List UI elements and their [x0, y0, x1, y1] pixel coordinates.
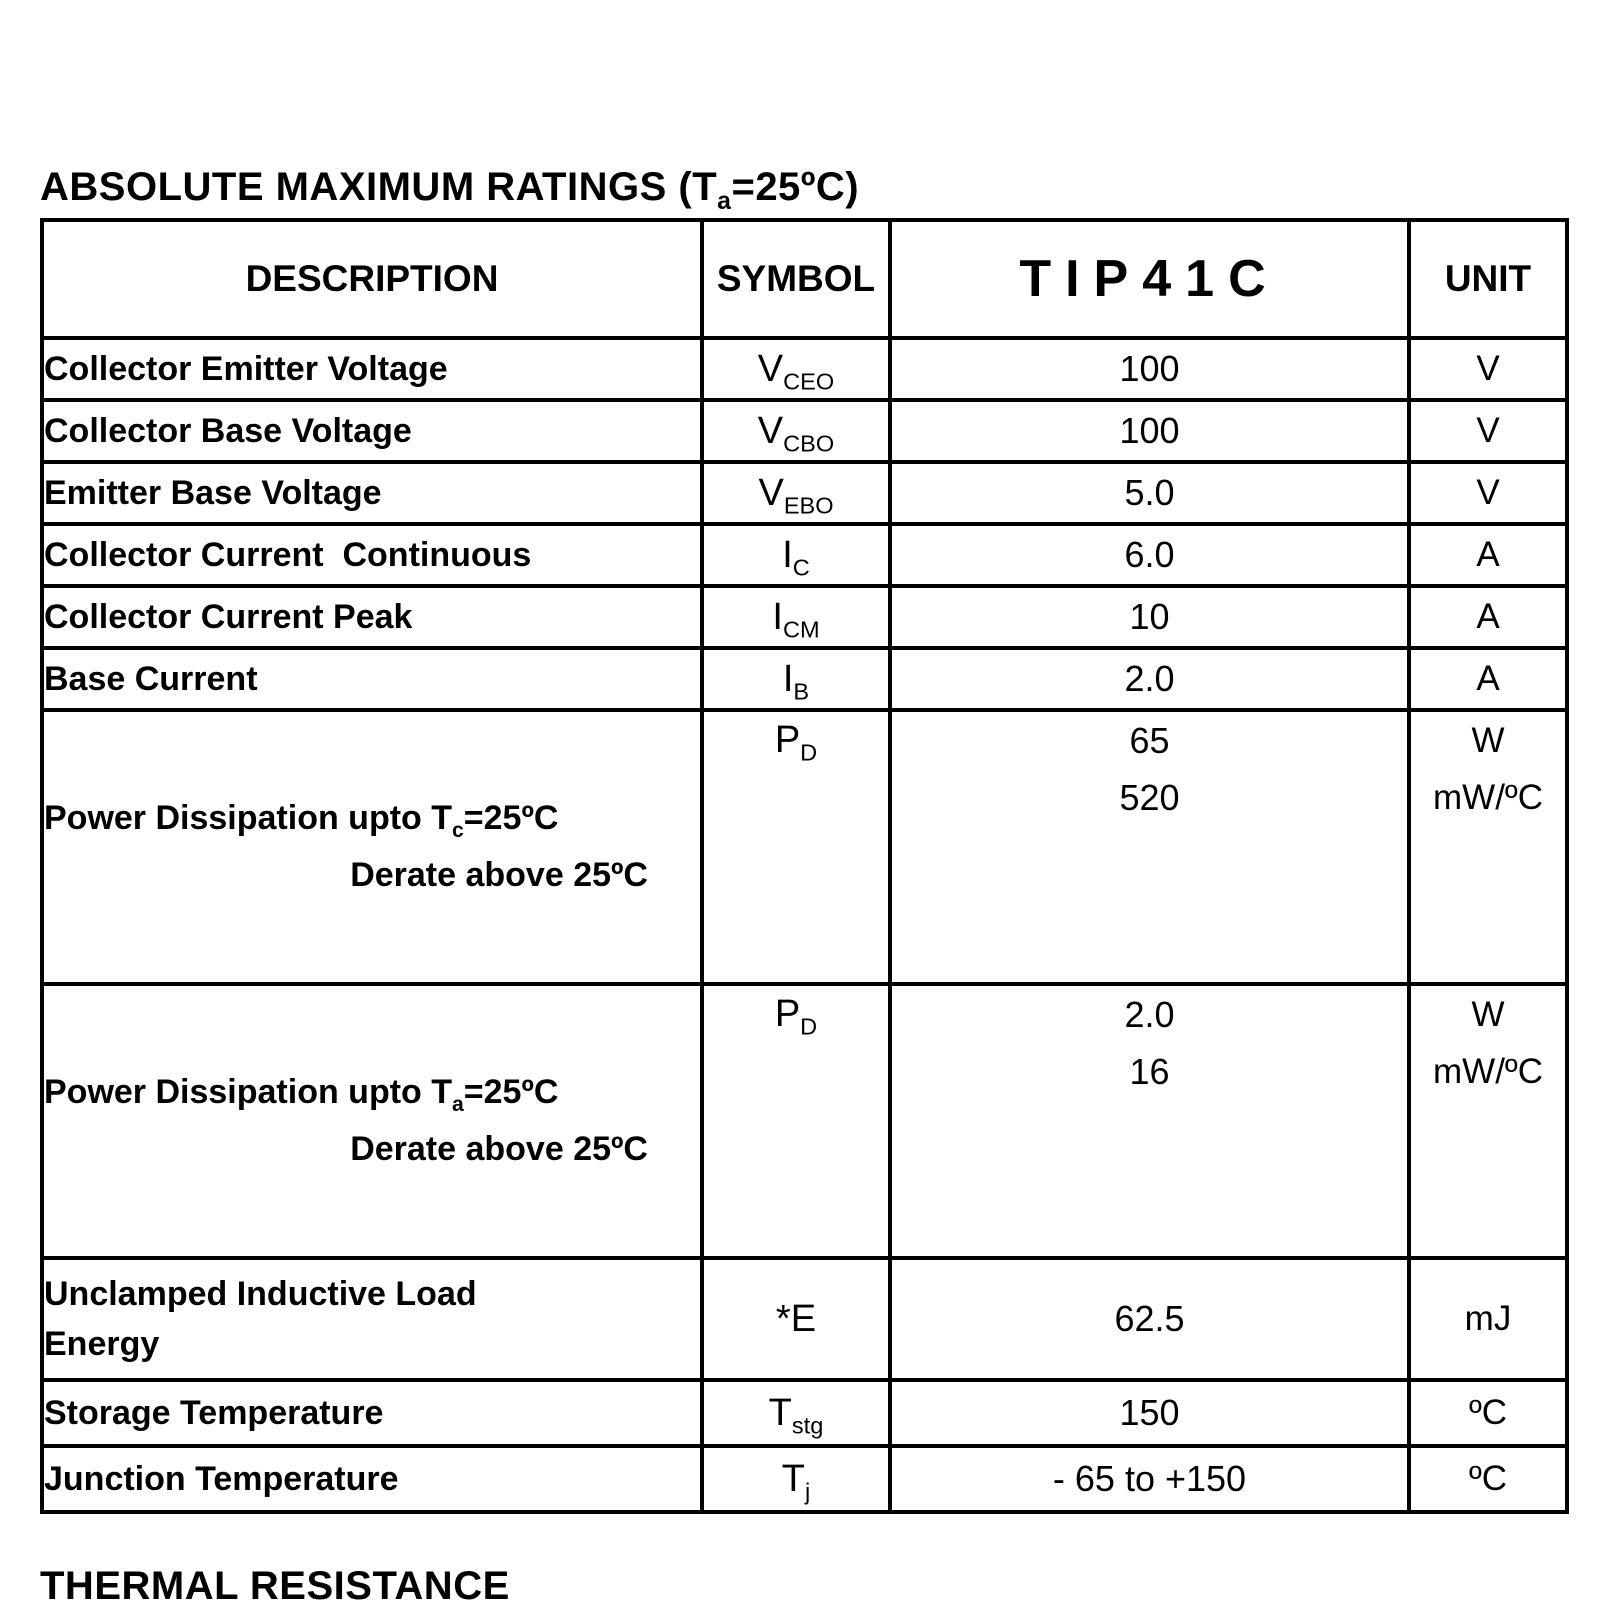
row-value: 2.0: [888, 646, 1411, 712]
row-unit: V: [1407, 398, 1569, 464]
row-value: 100: [888, 398, 1411, 464]
row-unit: V: [1407, 336, 1569, 402]
value-line1: 65: [1129, 720, 1170, 761]
table-row: Collector Current Continuous IC 6.0 A: [40, 522, 1569, 588]
row-value: 6.0: [888, 522, 1411, 588]
row-value: 10: [888, 584, 1411, 650]
table-row-unclamped-energy: Unclamped Inductive Load Energy *E 62.5 …: [40, 1256, 1569, 1382]
row-value: 100: [888, 336, 1411, 402]
row-symbol: VEBO: [700, 460, 892, 526]
row-unit: ºC: [1407, 1378, 1569, 1448]
row-value: 150: [888, 1378, 1411, 1448]
table-row: Collector Base Voltage VCBO 100 V: [40, 398, 1569, 464]
description-line1: Power Dissipation upto Tc=25ºC: [44, 799, 559, 842]
thermal-resistance-heading: THERMAL RESISTANCE: [40, 1564, 510, 1601]
table-row: Emitter Base Voltage VEBO 5.0 V: [40, 460, 1569, 526]
row-description: Base Current: [40, 646, 704, 712]
description-line1: Power Dissipation upto Ta=25ºC: [44, 1073, 559, 1116]
row-unit: A: [1407, 646, 1569, 712]
header-symbol: SYMBOL: [700, 218, 892, 340]
row-symbol: VCBO: [700, 398, 892, 464]
header-description: DESCRIPTION: [40, 218, 704, 340]
row-description: Unclamped Inductive Load Energy: [40, 1256, 704, 1382]
row-description: Storage Temperature: [40, 1378, 704, 1448]
header-part-number: TIP41C: [888, 218, 1411, 340]
table-row: Junction Temperature Tj - 65 to +150 ºC: [40, 1444, 1569, 1514]
value-line1: 2.0: [1124, 994, 1175, 1035]
table-row: Base Current IB 2.0 A: [40, 646, 1569, 712]
row-description: Collector Current Continuous: [40, 522, 704, 588]
row-description: Collector Current Peak: [40, 584, 704, 650]
row-description: Junction Temperature: [40, 1444, 704, 1514]
table-row: Collector Emitter Voltage VCEO 100 V: [40, 336, 1569, 402]
table-header-row: DESCRIPTION SYMBOL TIP41C UNIT: [40, 218, 1569, 340]
row-symbol: *E: [700, 1256, 892, 1382]
description-line1: Unclamped Inductive Load: [44, 1275, 477, 1313]
description-line2: Energy: [44, 1325, 160, 1363]
row-unit: A: [1407, 584, 1569, 650]
row-unit: ºC: [1407, 1444, 1569, 1514]
row-symbol: IC: [700, 522, 892, 588]
row-value: 2.0 16: [888, 982, 1411, 1260]
row-symbol: PD: [700, 982, 892, 1260]
row-description: Power Dissipation upto Tc=25ºC Derate ab…: [40, 708, 704, 986]
unit-line1: W: [1471, 721, 1505, 760]
description-line2: Derate above 25ºC: [350, 1130, 648, 1168]
row-unit: V: [1407, 460, 1569, 526]
row-symbol: IB: [700, 646, 892, 712]
row-description: Power Dissipation upto Ta=25ºC Derate ab…: [40, 982, 704, 1260]
unit-line2: mW/ºC: [1433, 1052, 1543, 1091]
row-unit: A: [1407, 522, 1569, 588]
table-row: Storage Temperature Tstg 150 ºC: [40, 1378, 1569, 1448]
row-value: 65 520: [888, 708, 1411, 986]
value-line2: 16: [1129, 1051, 1170, 1092]
row-unit: mJ: [1407, 1256, 1569, 1382]
row-value: - 65 to +150: [888, 1444, 1411, 1514]
absolute-maximum-ratings-table: DESCRIPTION SYMBOL TIP41C UNIT Collector…: [40, 218, 1569, 1514]
table-row-power-dissipation-case: Power Dissipation upto Tc=25ºC Derate ab…: [40, 708, 1569, 986]
row-value: 5.0: [888, 460, 1411, 526]
row-description: Emitter Base Voltage: [40, 460, 704, 526]
row-unit: W mW/ºC: [1407, 982, 1569, 1260]
value-line2: 520: [1119, 777, 1180, 818]
description-line2: Derate above 25ºC: [350, 856, 648, 894]
table-row-power-dissipation-ambient: Power Dissipation upto Ta=25ºC Derate ab…: [40, 982, 1569, 1260]
row-description: Collector Base Voltage: [40, 398, 704, 464]
row-symbol: Tj: [700, 1444, 892, 1514]
row-symbol: Tstg: [700, 1378, 892, 1448]
unit-line2: mW/ºC: [1433, 778, 1543, 817]
table-row: Collector Current Peak ICM 10 A: [40, 584, 1569, 650]
row-unit: W mW/ºC: [1407, 708, 1569, 986]
row-symbol: VCEO: [700, 336, 892, 402]
page-title: ABSOLUTE MAXIMUM RATINGS (Ta=25ºC): [40, 165, 860, 215]
row-description: Collector Emitter Voltage: [40, 336, 704, 402]
row-symbol: PD: [700, 708, 892, 986]
header-unit: UNIT: [1407, 218, 1569, 340]
unit-line1: W: [1471, 995, 1505, 1034]
row-value: 62.5: [888, 1256, 1411, 1382]
row-symbol: ICM: [700, 584, 892, 650]
